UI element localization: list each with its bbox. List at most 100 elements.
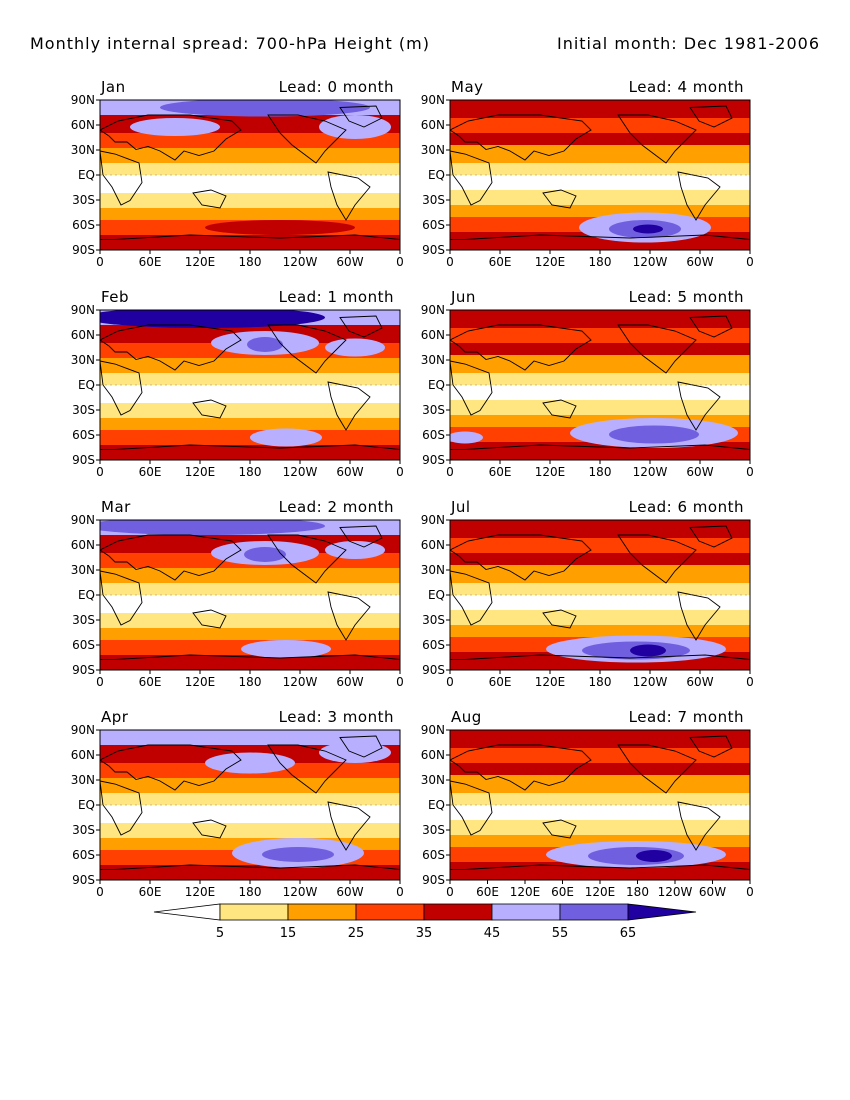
x-tick-label: 0 bbox=[746, 885, 754, 899]
colorbar-label: 55 bbox=[552, 926, 569, 941]
contour-fill bbox=[100, 520, 400, 670]
coastline bbox=[267, 324, 347, 374]
shading-band bbox=[100, 193, 400, 209]
shading-band bbox=[450, 100, 750, 119]
coastline bbox=[450, 324, 592, 371]
title-right: Initial month: Dec 1981-2006 bbox=[556, 34, 820, 53]
coastlines bbox=[100, 735, 400, 880]
shading-blob bbox=[244, 547, 286, 562]
x-tick-label: 180 bbox=[239, 465, 262, 479]
panel-lead-label: Lead: 3 month bbox=[279, 708, 394, 726]
x-tick-label: 120E bbox=[510, 885, 541, 899]
y-tick-label: 60N bbox=[421, 538, 445, 552]
x-tick-label: 120W bbox=[283, 885, 318, 899]
y-tick-label: 60N bbox=[421, 748, 445, 762]
coastline bbox=[100, 324, 242, 371]
coastline bbox=[689, 315, 733, 338]
x-tick-label: 60E bbox=[551, 885, 574, 899]
y-tick-label: 60S bbox=[72, 848, 95, 862]
colorbar: 5 15 25 35 45 55 65 bbox=[153, 903, 697, 941]
x-tick-label: 120E bbox=[535, 465, 566, 479]
x-tick-label: 60E bbox=[489, 675, 512, 689]
y-tick-label: 30S bbox=[72, 613, 95, 627]
coastline bbox=[450, 744, 592, 791]
y-tick-label: 90N bbox=[421, 93, 445, 107]
shading-band bbox=[100, 613, 400, 629]
coastline bbox=[450, 360, 493, 416]
shading-band bbox=[450, 805, 750, 821]
panel-month-label: Jul bbox=[450, 498, 471, 516]
y-tick-label: 30S bbox=[422, 403, 445, 417]
y-tick-label: 30N bbox=[71, 143, 95, 157]
shading-blob bbox=[175, 730, 355, 742]
shading-band bbox=[100, 595, 400, 614]
y-tick-label: 90N bbox=[421, 513, 445, 527]
shading-band bbox=[450, 610, 750, 626]
coastline bbox=[542, 189, 577, 209]
coastline bbox=[339, 735, 383, 758]
panel-month-label: Jan bbox=[100, 78, 126, 96]
panel-month-label: Apr bbox=[101, 708, 129, 726]
shading-blob bbox=[262, 847, 334, 862]
coastline bbox=[450, 534, 592, 581]
x-tick-label: 0 bbox=[446, 465, 454, 479]
shading-band bbox=[100, 655, 400, 670]
coastline bbox=[689, 525, 733, 548]
y-tick-label: 30S bbox=[72, 403, 95, 417]
shading-band bbox=[450, 775, 750, 794]
shading-band bbox=[100, 385, 400, 404]
y-tick-label: 90S bbox=[72, 453, 95, 467]
y-tick-label: 60S bbox=[72, 638, 95, 652]
x-tick-label: 120E bbox=[185, 255, 216, 269]
y-tick-label: 60S bbox=[422, 638, 445, 652]
x-tick-label: 0 bbox=[396, 465, 404, 479]
x-tick-label: 60W bbox=[336, 255, 363, 269]
shading-blob bbox=[609, 425, 699, 444]
x-tick-label: 120E bbox=[585, 885, 616, 899]
shading-band bbox=[450, 625, 750, 638]
x-tick-label: 60W bbox=[686, 255, 713, 269]
shading-blob bbox=[247, 337, 283, 352]
x-tick-label: 60E bbox=[139, 675, 162, 689]
x-tick-label: 120W bbox=[658, 885, 693, 899]
x-tick-label: 0 bbox=[396, 885, 404, 899]
shading-band bbox=[450, 538, 750, 554]
x-tick-label: 120E bbox=[185, 675, 216, 689]
shading-band bbox=[450, 163, 750, 176]
x-tick-label: 0 bbox=[96, 465, 104, 479]
y-tick-label: 60S bbox=[422, 428, 445, 442]
colorbar-label: 5 bbox=[216, 926, 224, 941]
shading-band bbox=[100, 403, 400, 419]
coastline bbox=[100, 654, 400, 670]
colorbar-label: 65 bbox=[620, 926, 637, 941]
y-tick-label: 60N bbox=[71, 748, 95, 762]
coastline bbox=[339, 105, 383, 128]
y-tick-label: 30N bbox=[71, 353, 95, 367]
shading-band bbox=[450, 343, 750, 356]
y-tick-label: EQ bbox=[428, 798, 445, 812]
y-tick-label: EQ bbox=[428, 588, 445, 602]
y-tick-label: 90N bbox=[421, 723, 445, 737]
x-tick-label: 120W bbox=[633, 675, 668, 689]
x-tick-label: 0 bbox=[96, 885, 104, 899]
x-tick-label: 120E bbox=[185, 465, 216, 479]
x-tick-label: 0 bbox=[446, 675, 454, 689]
colorbar-segment bbox=[355, 903, 425, 921]
shading-blob bbox=[450, 431, 483, 444]
shading-band bbox=[450, 385, 750, 401]
y-tick-label: 60N bbox=[421, 118, 445, 132]
coastline bbox=[689, 735, 733, 758]
colorbar-segment bbox=[491, 903, 561, 921]
panel-month-label: May bbox=[451, 78, 484, 96]
x-tick-label: 0 bbox=[746, 465, 754, 479]
x-tick-label: 0 bbox=[746, 255, 754, 269]
coastline bbox=[100, 570, 143, 626]
colorbar-segment bbox=[423, 903, 493, 921]
shading-band bbox=[100, 133, 400, 149]
x-tick-label: 60E bbox=[489, 465, 512, 479]
